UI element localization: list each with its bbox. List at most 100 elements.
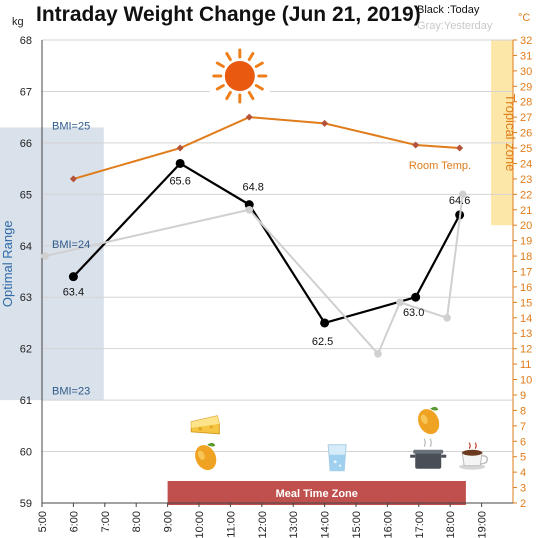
room-temp-point xyxy=(245,113,253,121)
right-tick-label: 29 xyxy=(520,81,532,93)
yesterday-point xyxy=(245,205,254,214)
right-tick-label: 17 xyxy=(520,267,532,279)
today-line xyxy=(72,162,461,325)
sun-disc xyxy=(224,61,255,92)
yesterday-point xyxy=(443,314,451,322)
right-tick-label: 15 xyxy=(520,297,532,309)
right-axis-unit: °C xyxy=(518,12,530,24)
right-tick-label: 30 xyxy=(520,66,532,78)
sun-icon xyxy=(209,48,270,105)
right-tick-label: 7 xyxy=(520,421,526,433)
right-tick-label: 27 xyxy=(520,112,532,124)
mango-body xyxy=(195,445,217,471)
pot-body xyxy=(415,452,442,469)
sun-ray xyxy=(247,90,255,101)
bmi-label: BMI=24 xyxy=(52,239,90,251)
x-tick-label: 9:00 xyxy=(163,511,175,532)
right-tick-label: 19 xyxy=(520,236,532,248)
pot-handle xyxy=(410,454,416,458)
left-axis-unit: kg xyxy=(12,16,24,28)
yesterday-point xyxy=(396,298,404,307)
legend-yesterday: Gray:Yesterday xyxy=(417,20,493,32)
x-tick-label: 6:00 xyxy=(68,511,80,532)
sun-ray xyxy=(225,51,232,62)
pot-handle xyxy=(441,454,447,458)
today-data-label: 62.5 xyxy=(312,336,333,348)
today-data-label: 63.4 xyxy=(63,287,84,299)
room-temp-point xyxy=(456,144,464,152)
right-tick-label: 18 xyxy=(520,251,532,263)
yesterday-point xyxy=(41,252,49,260)
cooking-pot-icon xyxy=(410,438,447,469)
y-tick-label: 60 xyxy=(20,447,32,459)
right-tick-label: 26 xyxy=(520,128,532,140)
cup-handle xyxy=(481,454,489,465)
room_temp-line xyxy=(73,116,460,180)
right-tick-label: 24 xyxy=(520,158,532,170)
mango-body xyxy=(418,409,440,435)
pot-lid xyxy=(413,449,444,454)
right-tick-label: 14 xyxy=(520,313,532,325)
optimal-range-label: Optimal Range xyxy=(0,220,15,307)
cake-hole xyxy=(198,427,203,431)
x-tick-label: 16:00 xyxy=(382,511,394,538)
x-tick-label: 19:00 xyxy=(477,511,489,538)
right-tick-label: 3 xyxy=(520,483,526,495)
y-tick-label: 62 xyxy=(20,344,32,356)
glass-bubble xyxy=(333,460,337,464)
y-tick-label: 64 xyxy=(20,241,32,253)
y-tick-label: 67 xyxy=(20,86,32,98)
yesterday-line xyxy=(44,194,464,355)
y-tick-label: 66 xyxy=(20,138,32,150)
pot-steam xyxy=(423,438,432,447)
room-temp-label: Room Temp. xyxy=(409,160,471,172)
x-tick-label: 14:00 xyxy=(320,511,332,538)
y-tick-label: 61 xyxy=(20,395,32,407)
today-point xyxy=(68,272,78,282)
right-tick-label: 23 xyxy=(520,174,532,186)
sun-ray xyxy=(254,61,264,69)
sun-ray xyxy=(247,51,255,62)
right-tick-label: 4 xyxy=(520,467,526,479)
right-tick-label: 5 xyxy=(520,452,526,464)
meal-time-label: Meal Time Zone xyxy=(276,488,358,500)
glass-bubble xyxy=(338,464,342,467)
right-tick-label: 28 xyxy=(520,97,532,109)
right-tick-label: 21 xyxy=(520,205,532,217)
room-temp-point xyxy=(412,141,420,149)
x-tick-label: 13:00 xyxy=(288,511,300,538)
right-tick-label: 9 xyxy=(520,390,526,402)
sun-ray xyxy=(225,90,232,101)
x-tick-label: 15:00 xyxy=(351,511,363,538)
legend-today: Black :Today xyxy=(417,4,480,16)
x-tick-label: 10:00 xyxy=(194,511,206,538)
tropical-zone-label: Tropical zone xyxy=(503,94,518,172)
right-tick-label: 32 xyxy=(520,35,532,47)
y-tick-label: 63 xyxy=(20,292,32,304)
bmi-label: BMI=23 xyxy=(52,386,90,398)
coffee-cup-icon xyxy=(459,442,489,470)
right-tick-label: 10 xyxy=(520,375,532,387)
water-glass-icon xyxy=(327,444,347,472)
yesterday-point xyxy=(374,350,382,358)
sun-ray xyxy=(254,84,264,91)
right-tick-label: 11 xyxy=(520,359,531,371)
meal-time-band xyxy=(167,481,466,505)
mango-leaf xyxy=(430,406,439,411)
right-tick-label: 13 xyxy=(520,328,532,340)
right-tick-label: 20 xyxy=(520,220,532,232)
mango-highlight xyxy=(420,414,428,424)
x-tick-label: 12:00 xyxy=(257,511,269,538)
today-data-label: 63.0 xyxy=(403,307,424,319)
x-tick-label: 7:00 xyxy=(100,511,112,532)
sun-ray xyxy=(215,61,225,69)
room-temp-point xyxy=(321,119,329,127)
right-tick-label: 12 xyxy=(520,344,532,356)
x-tick-label: 8:00 xyxy=(131,511,143,532)
mango-icon xyxy=(418,406,440,435)
y-tick-label: 59 xyxy=(20,498,32,510)
today-data-label: 64.6 xyxy=(449,195,470,207)
mango-icon xyxy=(195,442,217,471)
chart-title: Intraday Weight Change (Jun 21, 2019) xyxy=(36,3,421,26)
